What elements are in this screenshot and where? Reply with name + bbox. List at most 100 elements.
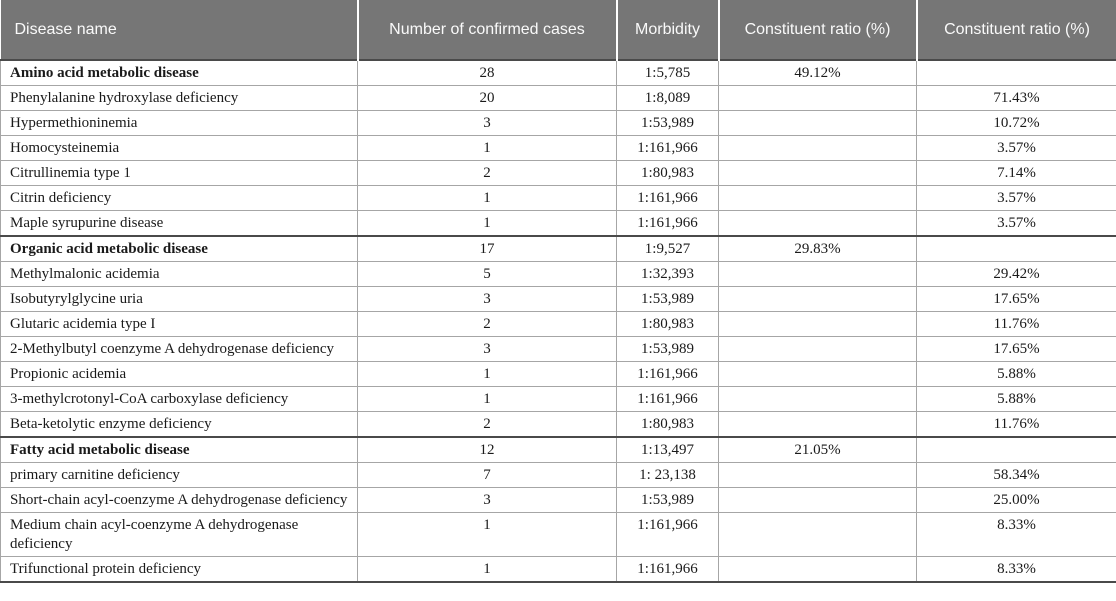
cases-cell: 2 xyxy=(357,411,617,438)
header-row: Disease name Number of confirmed cases M… xyxy=(0,0,1116,60)
group-ratio-cell xyxy=(718,386,917,412)
column-header-confirmed-cases: Number of confirmed cases xyxy=(356,0,617,60)
ratio-cell: 11.76% xyxy=(916,311,1116,337)
cases-cell: 1 xyxy=(357,210,617,237)
table-row: Citrullinemia type 1 2 1:80,983 7.14% xyxy=(0,160,1116,186)
morbidity-cell: 1:53,989 xyxy=(616,110,719,136)
morbidity-cell: 1:161,966 xyxy=(616,512,719,557)
group-ratio-cell xyxy=(718,556,917,583)
group-ratio-cell xyxy=(718,411,917,438)
cases-cell: 2 xyxy=(357,311,617,337)
ratio-cell: 5.88% xyxy=(916,386,1116,412)
disease-table-container: Disease name Number of confirmed cases M… xyxy=(0,0,1116,583)
table-row: Trifunctional protein deficiency 1 1:161,9… xyxy=(0,556,1116,583)
ratio-cell: 71.43% xyxy=(916,85,1116,111)
cases-cell: 2 xyxy=(357,160,617,186)
table-row: Hypermethioninemia 3 1:53,989 10.72% xyxy=(0,110,1116,136)
ratio-cell: 58.34% xyxy=(916,462,1116,488)
ratio-cell: 8.33% xyxy=(916,556,1116,583)
table-row: Short-chain acyl-coenzyme A dehydrogenas… xyxy=(0,487,1116,513)
cases-cell: 1 xyxy=(357,361,617,387)
cases-cell: 5 xyxy=(357,261,617,287)
disease-name-cell: Organic acid metabolic disease xyxy=(0,235,358,262)
disease-name-cell: Propionic acidemia xyxy=(0,361,358,387)
cases-cell: 17 xyxy=(357,235,617,262)
group-ratio-cell xyxy=(718,85,917,111)
column-header-morbidity: Morbidity xyxy=(615,0,719,60)
table-body: Amino acid metabolic disease 28 1:5,785 49.… xyxy=(0,59,1116,583)
group-ratio-cell: 29.83% xyxy=(718,235,917,262)
group-ratio-cell xyxy=(718,336,917,362)
cases-cell: 3 xyxy=(357,336,617,362)
cases-cell: 12 xyxy=(357,436,617,463)
morbidity-cell: 1:9,527 xyxy=(616,235,719,262)
disease-name-cell: Homocysteinemia xyxy=(0,135,358,161)
ratio-cell: 3.57% xyxy=(916,210,1116,237)
morbidity-cell: 1:8,089 xyxy=(616,85,719,111)
disease-name-cell: Fatty acid metabolic disease xyxy=(0,436,358,463)
ratio-cell: 3.57% xyxy=(916,135,1116,161)
table-row: Homocysteinemia 1 1:161,966 3.57% xyxy=(0,135,1116,161)
group-ratio-cell xyxy=(718,462,917,488)
ratio-cell: 29.42% xyxy=(916,261,1116,287)
disease-name-cell: primary carnitine deficiency xyxy=(0,462,358,488)
morbidity-cell: 1:161,966 xyxy=(616,361,719,387)
column-header-constituent-ratio-group: Constituent ratio (%) xyxy=(717,0,917,60)
table-row: Medium chain acyl-coenzyme A dehydrogena… xyxy=(0,512,1116,557)
ratio-cell xyxy=(916,59,1116,86)
morbidity-cell: 1:161,966 xyxy=(616,135,719,161)
disease-name-cell: Citrullinemia type 1 xyxy=(0,160,358,186)
column-header-constituent-ratio-sub: Constituent ratio (%) xyxy=(915,0,1116,60)
table-row: Amino acid metabolic disease 28 1:5,785 49.… xyxy=(0,59,1116,86)
table-row: Beta-ketolytic enzyme deficiency 2 1:80,98… xyxy=(0,411,1116,438)
ratio-cell: 11.76% xyxy=(916,411,1116,438)
ratio-cell: 25.00% xyxy=(916,487,1116,513)
cases-cell: 1 xyxy=(357,512,617,557)
ratio-cell: 17.65% xyxy=(916,286,1116,312)
morbidity-cell: 1:80,983 xyxy=(616,160,719,186)
disease-name-cell: Glutaric acidemia type I xyxy=(0,311,358,337)
morbidity-cell: 1:161,966 xyxy=(616,386,719,412)
group-ratio-cell: 21.05% xyxy=(718,436,917,463)
disease-name-cell: Hypermethioninemia xyxy=(0,110,358,136)
cases-cell: 1 xyxy=(357,386,617,412)
morbidity-cell: 1:80,983 xyxy=(616,411,719,438)
group-ratio-cell xyxy=(718,261,917,287)
disease-name-cell: Methylmalonic acidemia xyxy=(0,261,358,287)
morbidity-cell: 1: 23,138 xyxy=(616,462,719,488)
group-ratio-cell xyxy=(718,361,917,387)
cases-cell: 3 xyxy=(357,286,617,312)
disease-name-cell: Maple syrupurine disease xyxy=(0,210,358,237)
group-ratio-cell xyxy=(718,110,917,136)
group-ratio-cell: 49.12% xyxy=(718,59,917,86)
table-header: Disease name Number of confirmed cases M… xyxy=(0,0,1116,60)
ratio-cell: 3.57% xyxy=(916,185,1116,211)
morbidity-cell: 1:32,393 xyxy=(616,261,719,287)
cases-cell: 1 xyxy=(357,185,617,211)
cases-cell: 7 xyxy=(357,462,617,488)
disease-name-cell: Trifunctional protein deficiency xyxy=(0,556,358,583)
table-row: Organic acid metabolic disease 17 1:9,527 2… xyxy=(0,235,1116,262)
cases-cell: 20 xyxy=(357,85,617,111)
table-row: Phenylalanine hydroxylase deficiency 20 1:… xyxy=(0,85,1116,111)
disease-name-cell: Beta-ketolytic enzyme deficiency xyxy=(0,411,358,438)
cases-cell: 3 xyxy=(357,487,617,513)
table-row: Methylmalonic acidemia 5 1:32,393 29.42% xyxy=(0,261,1116,287)
table-row: primary carnitine deficiency 7 1: 23,138 58… xyxy=(0,462,1116,488)
ratio-cell xyxy=(916,436,1116,463)
table-row: Maple syrupurine disease 1 1:161,966 3.57% xyxy=(0,210,1116,237)
disease-name-cell: Isobutyrylglycine uria xyxy=(0,286,358,312)
morbidity-cell: 1:53,989 xyxy=(616,336,719,362)
group-ratio-cell xyxy=(718,512,917,557)
table-row: Propionic acidemia 1 1:161,966 5.88% xyxy=(0,361,1116,387)
group-ratio-cell xyxy=(718,185,917,211)
ratio-cell: 17.65% xyxy=(916,336,1116,362)
disease-name-cell: 2-Methylbutyl coenzyme A dehydrogenase d… xyxy=(0,336,358,362)
disease-name-cell: Short-chain acyl-coenzyme A dehydrogenas… xyxy=(0,487,358,513)
morbidity-cell: 1:5,785 xyxy=(616,59,719,86)
table-row: 2-Methylbutyl coenzyme A dehydrogenase d… xyxy=(0,336,1116,362)
ratio-cell: 8.33% xyxy=(916,512,1116,557)
disease-name-cell: 3-methylcrotonyl-CoA carboxylase deficie… xyxy=(0,386,358,412)
group-ratio-cell xyxy=(718,135,917,161)
cases-cell: 28 xyxy=(357,59,617,86)
